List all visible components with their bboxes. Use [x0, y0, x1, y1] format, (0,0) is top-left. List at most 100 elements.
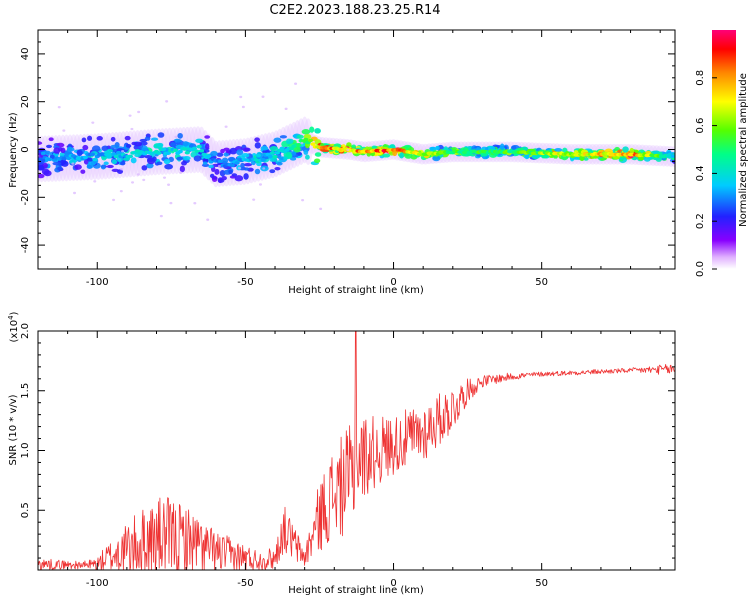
- spectrogram-outlier: [136, 173, 140, 176]
- spectrogram-cell: [276, 161, 283, 166]
- spectrogram-cell: [216, 152, 224, 157]
- spectrogram-outlier: [159, 214, 163, 218]
- spectrogram-cell: [208, 164, 214, 169]
- spectrogram-cell: [629, 147, 635, 155]
- spectrogram-cell: [296, 134, 304, 139]
- spectrogram-cell: [157, 132, 165, 138]
- figure-title: C2E2.2023.188.23.25.R14: [269, 3, 440, 18]
- spectrogram-cell: [86, 164, 93, 169]
- spectrogram-ridge-cell: [156, 151, 162, 155]
- spectrogram-cell: [110, 144, 120, 149]
- spectrogram-cell: [139, 138, 148, 143]
- spectrogram-cell: [152, 156, 157, 162]
- x-tick-label: 0: [390, 277, 396, 288]
- spectrogram-ridge-cell: [255, 153, 262, 158]
- spectrogram-cell: [243, 173, 249, 180]
- y-tick-label: -20: [20, 189, 31, 205]
- spectrogram-cell: [234, 175, 244, 182]
- spectrogram-cell: [279, 135, 287, 139]
- spectrogram-cell: [314, 128, 321, 134]
- spectrogram-ridge-cell: [177, 149, 183, 154]
- y-tick-label: 0.5: [20, 502, 31, 518]
- spectrogram-outlier: [294, 82, 298, 85]
- spectrogram-cell: [174, 139, 182, 143]
- spectrogram-ridge-cell: [92, 157, 98, 162]
- spectrogram-cell: [134, 141, 143, 147]
- spectrogram-cell: [289, 157, 297, 161]
- spectrogram-cell: [59, 152, 65, 158]
- spectrogram-cell: [48, 137, 54, 142]
- colorbar-gradient: [712, 30, 736, 269]
- spectrogram-ridge-cell: [47, 157, 53, 162]
- spectrogram-cell: [195, 138, 204, 143]
- spectrogram-cell: [164, 163, 173, 170]
- spectrogram-cell: [182, 155, 191, 161]
- spectrogram-x-ticks: -100 -50 0 50: [37, 30, 661, 288]
- spectrogram-cell: [244, 147, 251, 152]
- spectrogram-cell: [429, 146, 435, 151]
- x-tick-label: -50: [237, 277, 253, 288]
- spectrogram-ridge-cell: [198, 149, 205, 153]
- spectrogram-cell: [309, 126, 315, 133]
- spectrogram-cell: [177, 132, 183, 139]
- spectrogram-cell: [399, 152, 404, 159]
- spectrogram-cell: [144, 154, 153, 159]
- spectrogram-cell: [202, 161, 208, 165]
- spectrogram-cell: [81, 137, 87, 143]
- spectrogram-outlier: [238, 166, 242, 170]
- spectrogram-cell: [293, 146, 301, 153]
- spectrogram-ridge-cell: [217, 159, 224, 164]
- spectrogram-outlier: [193, 201, 197, 205]
- spectrogram-cell: [382, 153, 391, 158]
- spectrogram-cell: [151, 137, 159, 141]
- spectrogram-cell: [111, 159, 118, 165]
- spectrogram-cell: [240, 162, 245, 168]
- spectrogram-outlier: [241, 105, 245, 109]
- spectrogram-ridge-cell: [272, 155, 278, 159]
- spectrogram-cell: [86, 157, 94, 162]
- spectrogram-ridge-cell: [253, 158, 259, 162]
- spectrogram-cell: [260, 146, 269, 151]
- spectrogram-ridge-cell: [194, 149, 200, 154]
- spectrogram-cell: [130, 157, 137, 164]
- spectrogram-cell: [76, 149, 83, 157]
- spectrogram-ridge-cell: [229, 163, 235, 168]
- spectrogram-cell: [622, 146, 629, 153]
- spectrogram-cell: [283, 152, 292, 158]
- spectrogram-outlier: [165, 100, 169, 103]
- spectrogram-outlier: [301, 198, 305, 202]
- spectrogram-cell: [182, 141, 189, 147]
- spectrogram-cell: [221, 175, 227, 181]
- spectrogram-cell: [193, 155, 202, 162]
- spectrogram-cell: [181, 160, 187, 166]
- spectrogram-ridge-cell: [61, 156, 67, 161]
- spectrogram-cell: [432, 155, 441, 162]
- y-tick-label: 40: [20, 48, 31, 61]
- spectrogram-cell: [236, 149, 244, 156]
- spectrogram-cell: [53, 147, 61, 154]
- spectrogram-cell: [101, 145, 109, 152]
- spectrogram-ridge-cell: [270, 150, 276, 155]
- spectrogram-cell: [103, 161, 109, 166]
- spectrogram-cell: [254, 142, 261, 149]
- spectrogram-outlier: [142, 178, 146, 182]
- spectrogram-cell: [57, 166, 63, 171]
- spectrogram-cell: [371, 145, 377, 149]
- colorbar-label: Normalized spectral amplitude: [738, 73, 749, 227]
- spectrogram-cell: [231, 173, 238, 177]
- spectrogram-cell: [243, 167, 250, 171]
- spectrogram-outlier: [71, 162, 75, 165]
- spectrogram-cell: [110, 136, 116, 142]
- spectrogram-outlier: [130, 127, 134, 131]
- spectrogram-cell: [66, 147, 75, 152]
- spectrogram-ridge-cell: [89, 152, 96, 157]
- spectrogram-cell: [69, 159, 77, 164]
- spectrogram-outlier: [131, 181, 135, 184]
- spectrogram-ridge-cell: [191, 146, 198, 151]
- spectrogram-cell: [52, 161, 62, 166]
- spectrogram-cell: [214, 168, 220, 175]
- spectrogram-cell: [288, 138, 294, 144]
- spectrogram-outlier: [167, 183, 171, 186]
- colorbar-tick-label: 0.2: [695, 213, 706, 229]
